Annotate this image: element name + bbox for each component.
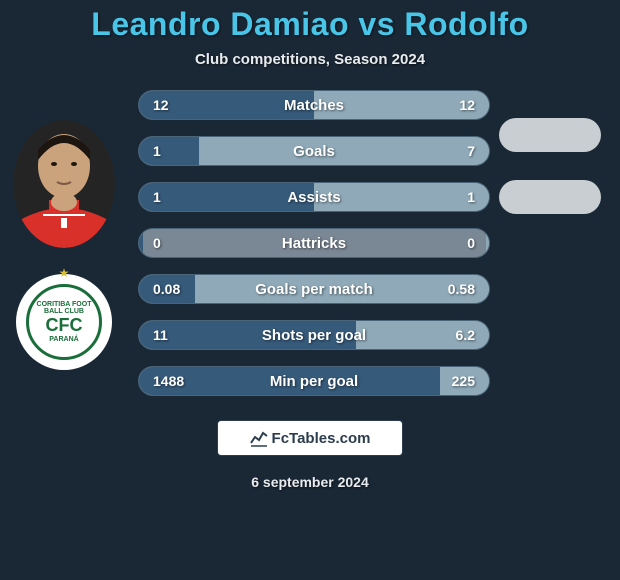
stat-value-left: 1488 [139,373,219,389]
stat-label: Shots per goal [219,327,409,344]
date-text: 6 september 2024 [0,474,620,490]
stat-value-right: 6.2 [409,327,489,343]
stat-row: 11Shots per goal6.2 [138,320,490,350]
stat-value-left: 0.08 [139,281,219,297]
stat-value-left: 0 [139,235,219,251]
left-avatar-column: ★ CORITIBA FOOT BALL CLUB CFC PARANÁ [8,120,120,370]
stat-value-right: 0.58 [409,281,489,297]
stat-label: Min per goal [219,373,409,390]
stat-value-left: 12 [139,97,219,113]
stat-value-right: 1 [409,189,489,205]
stat-value-right: 225 [409,373,489,389]
stat-value-left: 1 [139,143,219,159]
player1-avatar-svg [13,120,115,248]
stat-value-right: 7 [409,143,489,159]
club-badge-inner: CORITIBA FOOT BALL CLUB CFC PARANÁ [26,284,102,360]
subtitle: Club competitions, Season 2024 [0,51,620,68]
stat-label: Goals per match [219,281,409,298]
stat-value-left: 1 [139,189,219,205]
stat-label: Assists [219,189,409,206]
stat-label: Goals [219,143,409,160]
stat-value-right: 12 [409,97,489,113]
star-icon: ★ [59,266,70,280]
page-title: Leandro Damiao vs Rodolfo [0,6,620,43]
club-badge-bottom-text: PARANÁ [49,336,78,344]
club-badge-center-text: CFC [46,316,83,336]
player1-club-badge: ★ CORITIBA FOOT BALL CLUB CFC PARANÁ [16,274,112,370]
chart-icon [250,429,268,447]
right-avatar-column [494,118,606,214]
stat-value-left: 11 [139,327,219,343]
stat-value-right: 0 [409,235,489,251]
player2-avatar-placeholder [499,118,601,152]
stat-row: 1488Min per goal225 [138,366,490,396]
stat-row: 12Matches12 [138,90,490,120]
player1-avatar [13,120,115,248]
stat-row: 0.08Goals per match0.58 [138,274,490,304]
stats-container: 12Matches121Goals71Assists10Hattricks00.… [138,90,490,396]
player2-club-placeholder [499,180,601,214]
stat-row: 0Hattricks0 [138,228,490,258]
brand-text: FcTables.com [272,430,371,447]
stat-label: Hattricks [219,235,409,252]
stat-label: Matches [219,97,409,114]
content-root: Leandro Damiao vs Rodolfo Club competiti… [0,0,620,580]
stat-row: 1Assists1 [138,182,490,212]
club-badge-top-text: CORITIBA FOOT BALL CLUB [29,301,99,316]
brand-logo[interactable]: FcTables.com [217,420,403,456]
stat-row: 1Goals7 [138,136,490,166]
